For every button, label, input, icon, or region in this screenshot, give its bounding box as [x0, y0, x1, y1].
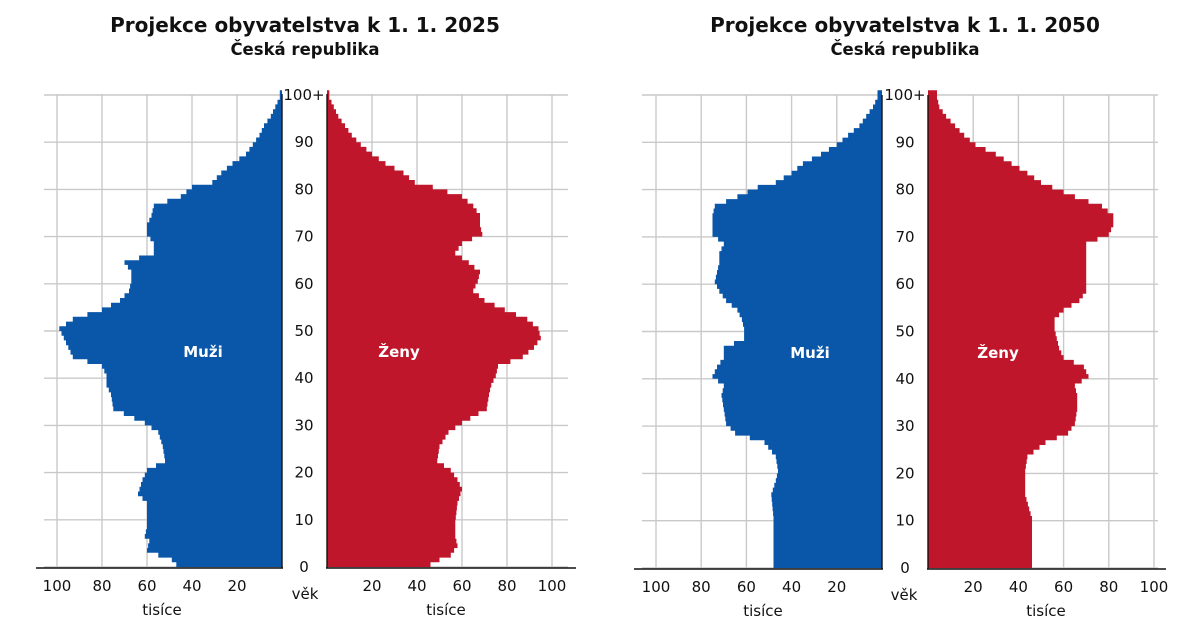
male-value-tick-label: 80 [92, 577, 111, 595]
tick-labels: 0 10 20 30 40 50 60 70 80 90 100+ 100 80 60 40 20 20 40 60… [43, 86, 567, 595]
male-value-tick-label: 80 [692, 578, 711, 596]
male-bars [712, 90, 882, 569]
age-tick-label: 100+ [283, 86, 324, 104]
age-axis-label: věk [891, 586, 918, 604]
age-tick-label: 10 [294, 511, 313, 529]
axes [634, 95, 1166, 570]
age-tick-label: 20 [895, 464, 914, 482]
age-tick-label: 40 [294, 369, 313, 387]
female-label: Ženy [378, 342, 420, 361]
chart-title: Projekce obyvatelstva k 1. 1. 2025 [110, 13, 500, 37]
age-tick-label: 30 [895, 417, 914, 435]
female-bars [327, 90, 541, 568]
male-value-tick-label: 40 [182, 577, 201, 595]
male-label: Muži [790, 344, 829, 362]
female-value-tick-label: 80 [497, 577, 516, 595]
tick-labels: 0 10 20 30 40 50 60 70 80 90 100+ 100 80 60 40 20 20 40 60… [642, 86, 1169, 596]
axes [36, 94, 576, 569]
age-tick-label: 0 [299, 558, 309, 576]
age-tick-label: 0 [900, 559, 910, 577]
chart-subtitle: Česká republika [830, 40, 979, 59]
age-tick-label: 90 [895, 133, 914, 151]
chart-title: Projekce obyvatelstva k 1. 1. 2050 [710, 13, 1100, 37]
female-axis-label: tisíce [426, 601, 466, 619]
female-value-tick-label: 100 [1140, 578, 1169, 596]
male-axis-label: tisíce [142, 601, 182, 619]
female-value-tick-label: 40 [407, 577, 426, 595]
age-tick-label: 80 [895, 181, 914, 199]
male-value-tick-label: 60 [737, 578, 756, 596]
male-value-tick-label: 100 [642, 578, 671, 596]
bars [712, 90, 1114, 569]
male-axis-label: tisíce [743, 602, 783, 620]
male-value-tick-label: 40 [782, 578, 801, 596]
age-tick-label: 90 [294, 133, 313, 151]
female-bars [928, 90, 1114, 569]
age-tick-label: 100+ [884, 86, 925, 104]
pyramid-chart-2025: Projekce obyvatelstva k 1. 1. 2025 Česká… [36, 13, 576, 619]
female-value-tick-label: 40 [1009, 578, 1028, 596]
female-value-tick-label: 20 [964, 578, 983, 596]
bars [59, 90, 541, 568]
male-value-tick-label: 100 [43, 577, 72, 595]
female-label: Ženy [977, 343, 1019, 362]
female-value-tick-label: 20 [362, 577, 381, 595]
chart-subtitle: Česká republika [230, 40, 379, 59]
age-tick-label: 50 [895, 323, 914, 341]
female-axis-label: tisíce [1026, 602, 1066, 620]
male-value-tick-label: 20 [827, 578, 846, 596]
age-tick-label: 70 [294, 228, 313, 246]
age-tick-label: 50 [294, 322, 313, 340]
age-tick-label: 20 [294, 464, 313, 482]
female-value-tick-label: 60 [452, 577, 471, 595]
age-tick-label: 10 [895, 512, 914, 530]
male-value-tick-label: 20 [227, 577, 246, 595]
age-axis-label: věk [292, 585, 319, 603]
male-bars [59, 90, 282, 568]
female-value-tick-label: 60 [1054, 578, 1073, 596]
female-value-tick-label: 80 [1099, 578, 1118, 596]
male-label: Muži [183, 343, 222, 361]
pyramid-chart-2050: Projekce obyvatelstva k 1. 1. 2050 Česká… [634, 13, 1168, 620]
female-value-tick-label: 100 [538, 577, 567, 595]
age-tick-label: 70 [895, 228, 914, 246]
age-tick-label: 40 [895, 370, 914, 388]
age-tick-label: 80 [294, 180, 313, 198]
male-value-tick-label: 60 [137, 577, 156, 595]
age-tick-label: 60 [294, 275, 313, 293]
age-tick-label: 30 [294, 416, 313, 434]
age-tick-label: 60 [895, 275, 914, 293]
